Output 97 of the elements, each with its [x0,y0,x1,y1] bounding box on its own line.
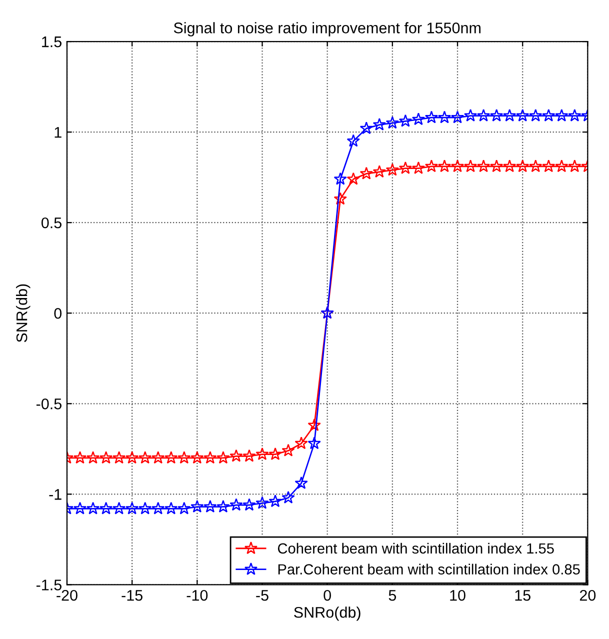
y-tick-label: -0.5 [36,398,62,410]
point [503,108,516,122]
x-tick-label: 20 [580,590,596,601]
point [86,502,100,514]
point [346,134,360,147]
chart-title: Signal to noise ratio improvement for 1550nm [174,22,480,36]
point [398,161,412,174]
point [308,418,321,432]
point [230,449,243,462]
point [346,172,360,185]
point [152,451,165,464]
point [178,502,191,514]
point [438,110,452,124]
point [256,496,269,509]
point [476,108,490,122]
y-axis-title: SNR(db) [16,284,30,342]
point [230,498,243,511]
point [99,502,113,514]
point [424,160,438,172]
point [555,108,568,122]
x-tick-label: 0 [324,590,331,601]
point [568,160,582,172]
point [242,498,256,511]
x-tick-label: 10 [450,590,466,601]
point [334,192,347,205]
point [190,500,204,513]
point [73,502,87,514]
point [398,114,412,127]
point [476,160,490,172]
point [490,108,504,122]
point [450,110,464,124]
point [334,172,347,185]
point [529,108,542,122]
y-tick-label: 0 [54,308,62,319]
point [190,451,204,464]
point [308,436,321,450]
point [216,451,230,464]
y-tick-label: -1.5 [36,580,62,590]
point [73,451,87,464]
point [450,160,464,172]
point [360,122,373,134]
x-tick-label: 5 [388,590,396,601]
y-tick-label: -1 [49,489,62,500]
point [178,451,191,464]
point [138,502,152,514]
point [126,502,139,514]
point [542,160,556,172]
point [204,500,217,513]
point [438,160,452,172]
point [138,451,152,464]
point [112,451,126,464]
legend-label: Par.Coherent beam with scintillation index 0.85 [278,564,580,575]
point [412,161,426,174]
point [372,165,386,178]
point [204,451,217,464]
point [268,447,282,460]
y-tick-label: 1.5 [42,36,62,48]
point [268,494,282,508]
point [242,449,256,462]
point [216,500,230,513]
point [568,108,582,122]
y-tick-label: 1 [54,127,62,138]
point [542,108,556,122]
point [99,451,113,464]
point [490,160,504,172]
point [112,502,126,514]
point [503,160,516,172]
point [282,490,295,504]
point [164,502,178,514]
point [516,160,530,172]
x-tick-label: -10 [186,590,208,601]
point [294,476,308,489]
point [386,163,399,176]
point [555,160,568,172]
point [529,160,542,172]
point [424,110,438,124]
y-tick-label: 0.5 [41,217,62,228]
point [152,502,165,514]
legend-label: Coherent beam with scintillation index 1.55 [278,542,554,554]
point [412,112,426,126]
point [386,116,399,129]
x-tick-label: -20 [56,590,78,601]
point [372,118,386,130]
point [360,166,373,180]
x-tick-label: -5 [256,590,268,601]
x-axis-title: SNRo(db) [294,606,360,621]
point [164,451,178,464]
point [464,160,478,172]
point [282,444,295,456]
x-tick-label: 15 [515,590,530,601]
point [464,108,478,122]
x-tick-label: -15 [122,590,142,601]
point [256,447,269,460]
point [86,451,100,464]
point [516,108,530,122]
point [294,436,308,450]
point [126,451,139,464]
